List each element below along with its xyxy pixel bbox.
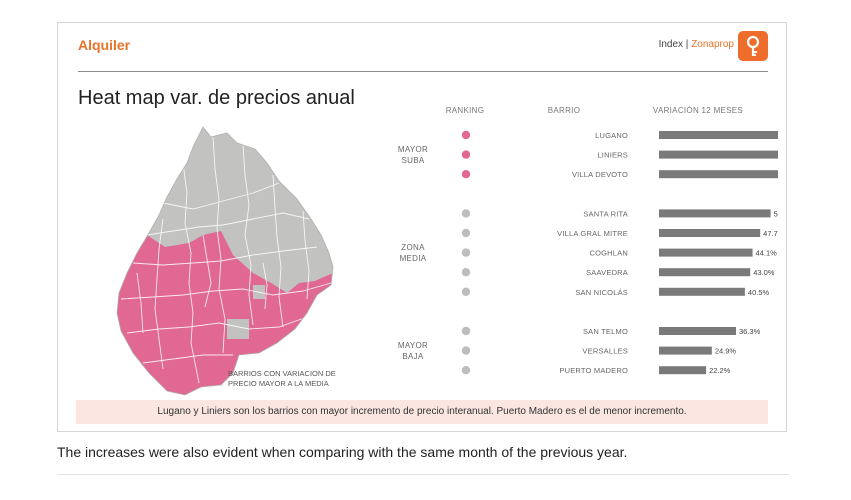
barrio-label: VERSALLES	[582, 347, 628, 356]
bar	[659, 366, 707, 375]
bar-value-label: 52.6%	[774, 209, 778, 218]
bar-value-label: 22.2%	[709, 366, 731, 375]
bar-value-label: 43.0%	[753, 268, 775, 277]
group-label: MAYOR	[398, 341, 428, 350]
barrio-label: LUGANO	[595, 131, 628, 140]
group-label: MAYOR	[398, 145, 428, 154]
bar	[659, 209, 771, 218]
group-label: SUBA	[402, 156, 425, 165]
bar	[659, 268, 751, 277]
ranking-dot	[461, 170, 471, 179]
bar	[659, 287, 745, 296]
bar	[659, 170, 778, 179]
bar-value-label: 47.7%	[763, 229, 778, 238]
legend-text: BARRIOS CON VARIACION DE PRECIO MAYOR A …	[228, 369, 336, 388]
bar	[659, 150, 778, 159]
column-header-barrio: BARRIO	[548, 106, 580, 115]
ranking-dot	[461, 346, 471, 355]
column-header-ranking: RANKING	[446, 106, 485, 115]
barrio-label: SAAVEDRA	[586, 268, 628, 277]
group-label: ZONA	[401, 243, 425, 252]
barrio-label: SAN TELMO	[583, 327, 628, 336]
group-label: BAJA	[402, 352, 424, 361]
bar-value-label: 44.1%	[756, 249, 778, 258]
bottom-divider	[57, 474, 789, 475]
map-barrio-borders	[120, 136, 332, 384]
ranking-dot	[461, 326, 471, 336]
ranking-dot	[461, 209, 471, 218]
barrio-label: LINIERS	[597, 151, 628, 160]
header-divider	[78, 71, 768, 72]
index-source-label: Index | Zonaprop	[659, 39, 734, 50]
barrio-label: VILLA GRAL MITRE	[557, 229, 628, 238]
brand-title: Alquiler	[78, 37, 131, 53]
column-header-variacion: VARIACIÓN 12 MESES	[653, 106, 743, 115]
ranking-dot	[461, 268, 471, 277]
article-caption: The increases were also evident when com…	[57, 444, 628, 460]
bar	[659, 346, 712, 355]
barrio-label: COGHLAN	[590, 249, 629, 258]
bar-value-label: 36.3%	[739, 327, 761, 336]
bar-value-label: 24.9%	[715, 347, 737, 356]
ranking-dot	[461, 287, 471, 296]
ranking-dot	[461, 228, 471, 238]
legend-swatch	[208, 371, 220, 383]
index-source: Zonaprop	[691, 39, 734, 50]
map-gray-pocket-2	[227, 319, 249, 339]
chart-title: Heat map var. de precios anual	[78, 87, 355, 109]
barrio-label: SAN NICOLÁS	[575, 288, 628, 297]
barrio-label: PUERTO MADERO	[559, 366, 628, 375]
bar-value-label: 40.5%	[748, 288, 770, 297]
map-outline	[116, 126, 334, 396]
ranking-dot	[461, 248, 471, 257]
city-heat-map	[116, 126, 334, 396]
ranking-dot	[461, 366, 471, 375]
index-prefix: Index |	[658, 39, 692, 50]
zonaprop-key-icon	[738, 31, 768, 61]
bar	[659, 327, 736, 335]
bar	[659, 248, 753, 257]
group-label: MEDIA	[400, 254, 427, 263]
ranking-dot	[461, 130, 471, 140]
barrio-label: VILLA DEVOTO	[572, 170, 628, 179]
bar	[659, 229, 761, 237]
footer-note: Lugano y Liniers son los barrios con may…	[76, 400, 768, 424]
barrio-label: SANTA RITA	[583, 209, 628, 218]
infographic-card: Alquiler Index | Zonaprop Heat map var. …	[57, 22, 787, 432]
bar	[659, 131, 778, 139]
ranking-dot	[461, 150, 471, 159]
